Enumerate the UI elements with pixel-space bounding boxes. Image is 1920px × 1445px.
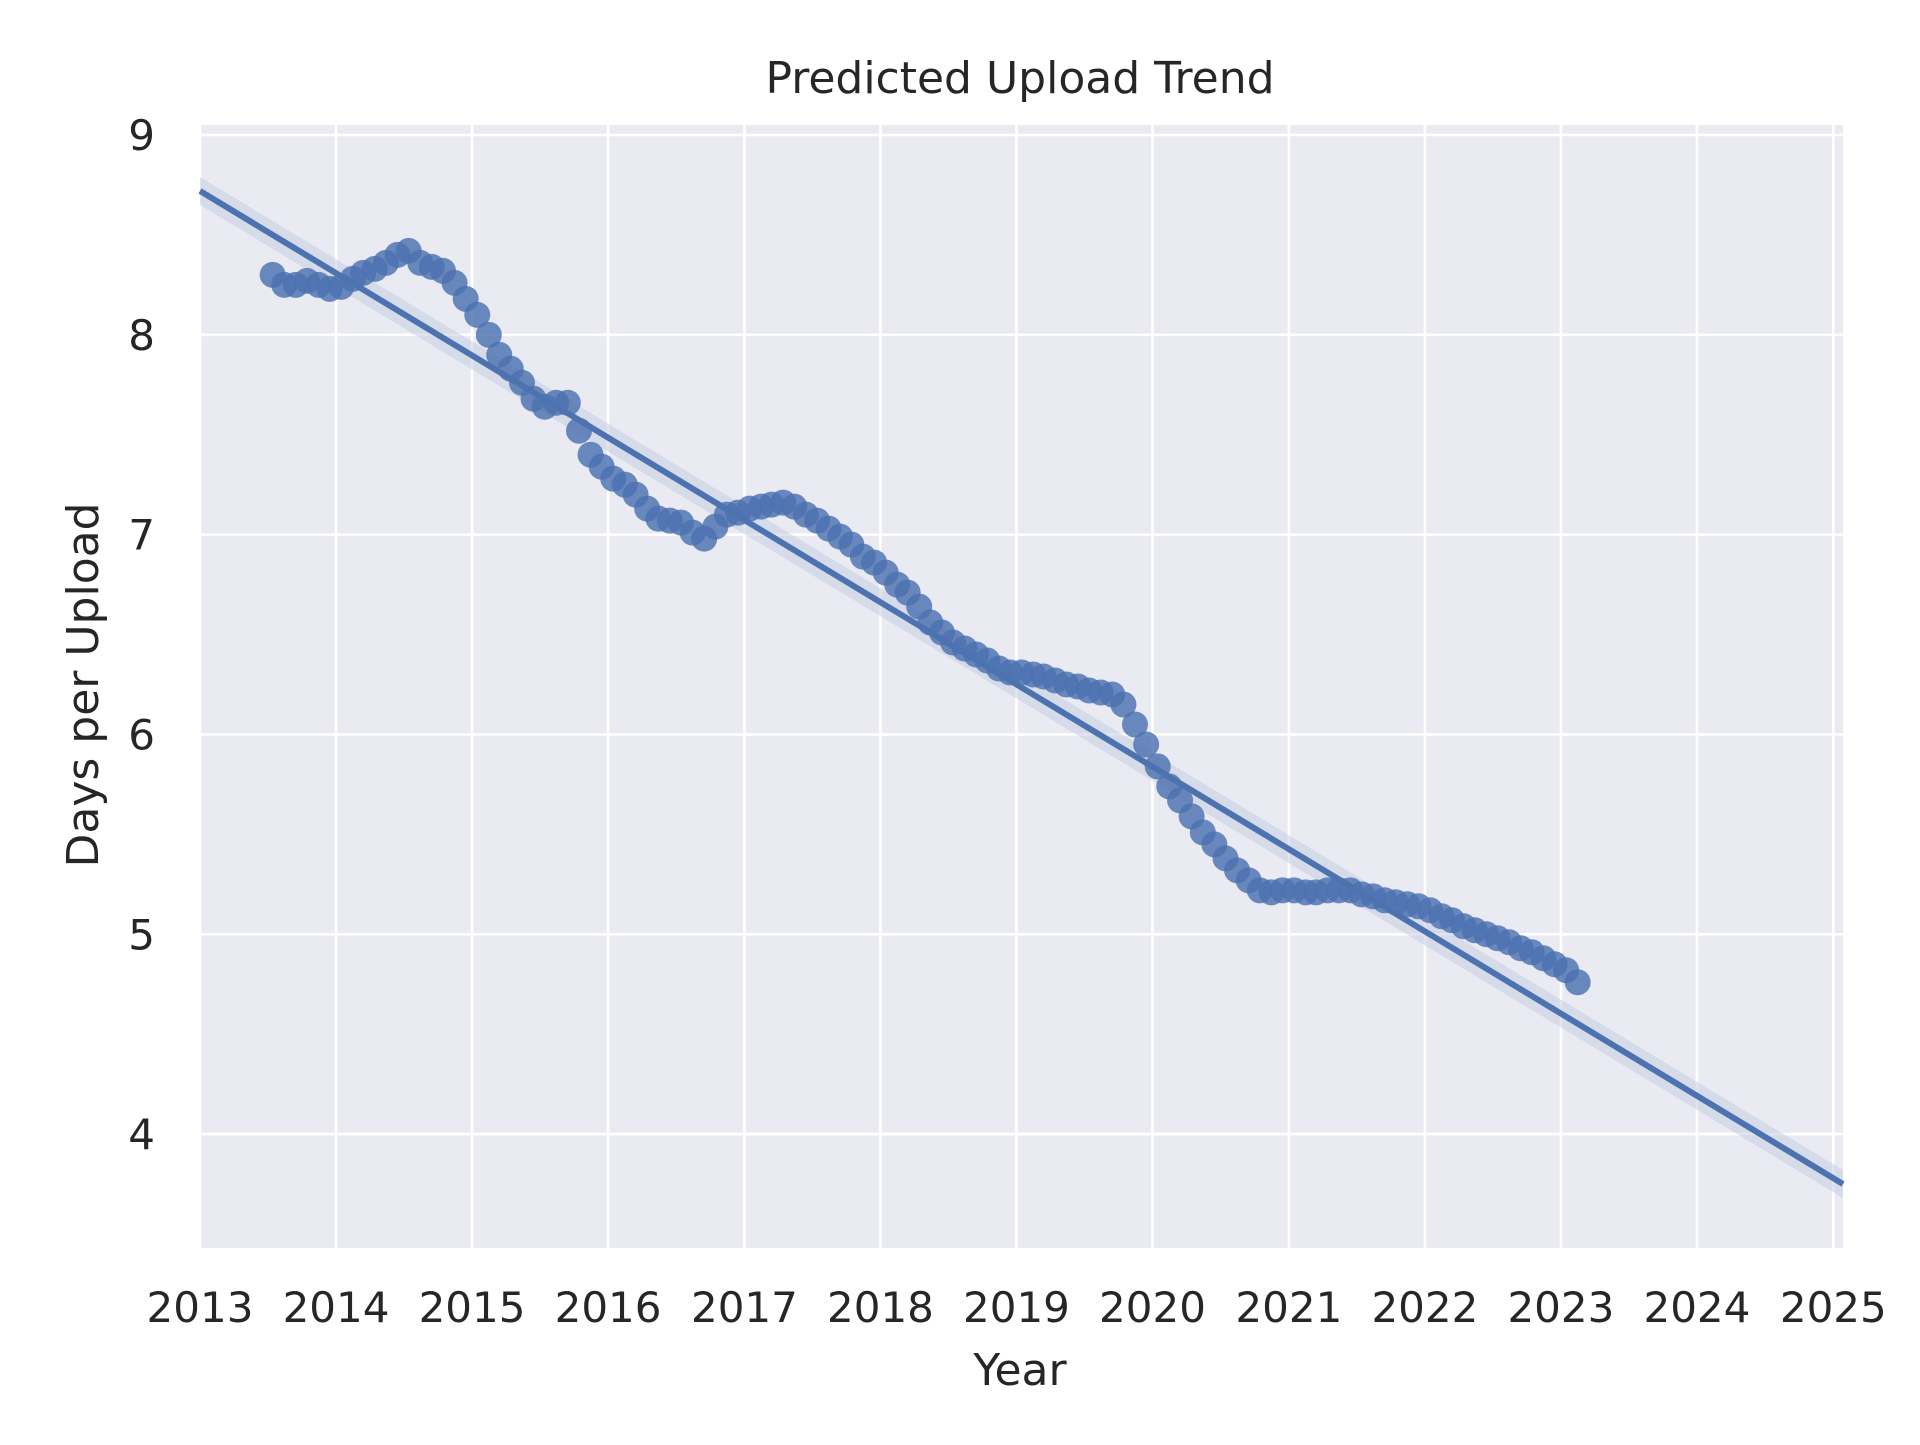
x-tick-label: 2022	[1371, 1283, 1478, 1332]
chart-title: Predicted Upload Trend	[765, 53, 1274, 104]
data-point	[464, 301, 491, 328]
x-tick-labels: 2013 2014 2015 2016 2017 2018 2019 2020 2021 2022…	[147, 1283, 1887, 1332]
y-tick-label: 4	[128, 1110, 155, 1159]
x-tick-label: 2015	[419, 1283, 526, 1332]
y-tick-label: 8	[128, 311, 155, 360]
x-tick-label: 2025	[1780, 1283, 1887, 1332]
x-tick-label: 2019	[963, 1283, 1070, 1332]
x-tick-label: 2023	[1507, 1283, 1614, 1332]
x-tick-label: 2014	[283, 1283, 390, 1332]
x-tick-label: 2024	[1643, 1283, 1750, 1332]
data-point	[475, 321, 502, 348]
x-tick-label: 2016	[555, 1283, 662, 1332]
data-point	[1133, 731, 1160, 758]
y-tick-labels: 4 5 6 7 8 9	[128, 111, 155, 1159]
data-point	[1110, 691, 1137, 718]
y-tick-label: 6	[128, 710, 155, 759]
y-tick-label: 7	[128, 511, 155, 560]
y-tick-label: 9	[128, 111, 155, 160]
x-tick-label: 2018	[827, 1283, 934, 1332]
x-tick-label: 2017	[691, 1283, 798, 1332]
x-axis-label: Year	[972, 1345, 1067, 1396]
data-point	[1564, 969, 1591, 996]
regression-line-group	[198, 188, 1845, 1187]
scatter-series	[259, 237, 1591, 996]
y-axis-label: Days per Upload	[58, 502, 109, 867]
x-tick-label: 2021	[1235, 1283, 1342, 1332]
y-tick-label: 5	[128, 910, 155, 959]
regression-line	[198, 188, 1845, 1187]
x-tick-label: 2020	[1099, 1283, 1206, 1332]
data-point	[1121, 711, 1148, 738]
x-tick-label: 2013	[147, 1283, 254, 1332]
